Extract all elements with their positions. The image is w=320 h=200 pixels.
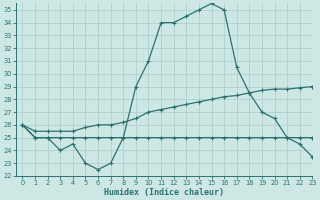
X-axis label: Humidex (Indice chaleur): Humidex (Indice chaleur) (104, 188, 224, 197)
